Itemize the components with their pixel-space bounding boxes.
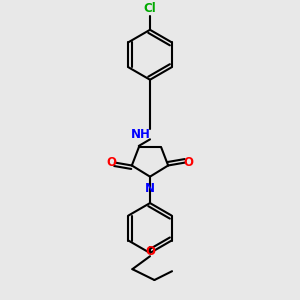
Text: O: O — [145, 245, 155, 258]
Text: N: N — [145, 182, 155, 195]
Text: O: O — [106, 156, 116, 169]
Text: NH: NH — [131, 128, 151, 141]
Text: O: O — [184, 156, 194, 169]
Text: Cl: Cl — [144, 2, 156, 15]
